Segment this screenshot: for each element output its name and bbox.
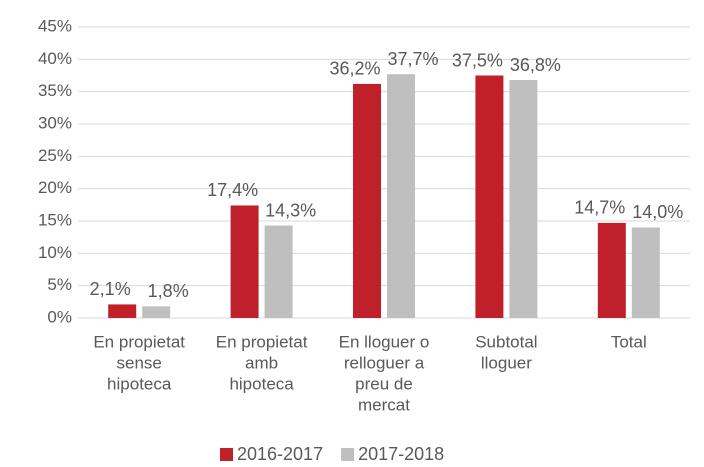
legend-label: 2016-2017 — [237, 444, 323, 464]
y-tick-label: 20% — [38, 178, 72, 197]
value-label: 37,5% — [452, 50, 503, 70]
y-tick-label: 0% — [47, 307, 72, 326]
x-tick-label: mercat — [358, 395, 410, 414]
x-tick-label: relloguer a — [344, 353, 425, 372]
value-label: 17,4% — [207, 180, 258, 200]
value-label: 2,1% — [90, 279, 131, 299]
x-tick-label: Total — [611, 332, 647, 351]
value-label: 14,0% — [632, 202, 683, 222]
bar — [353, 83, 381, 318]
y-tick-label: 10% — [38, 243, 72, 262]
bar — [264, 225, 293, 318]
x-tick-label: Subtotal — [475, 332, 537, 351]
bar — [108, 304, 137, 318]
value-label: 36,8% — [510, 55, 561, 75]
y-tick-label: 40% — [38, 49, 72, 68]
x-tick-label: amb — [245, 353, 278, 372]
x-tick-label: En propietat — [93, 332, 185, 351]
legend-label: 2017-2018 — [358, 444, 444, 464]
bar — [597, 222, 626, 318]
x-tick-label: preu de — [355, 374, 413, 393]
value-label: 36,2% — [329, 59, 380, 79]
x-tick-label: En propietat — [216, 332, 308, 351]
y-tick-label: 5% — [47, 275, 72, 294]
value-label: 14,3% — [265, 200, 316, 220]
value-label: 37,7% — [387, 49, 438, 69]
x-tick-label: sense — [117, 353, 162, 372]
x-tick-label: lloguer — [481, 353, 532, 372]
y-tick-label: 35% — [38, 81, 72, 100]
bar — [142, 306, 171, 318]
x-tick-label: hipoteca — [107, 374, 172, 393]
y-tick-label: 30% — [38, 113, 72, 132]
bar — [631, 227, 660, 318]
x-tick-label: En lloguer o — [339, 332, 430, 351]
legend-swatch — [341, 448, 355, 461]
bar — [387, 74, 415, 318]
legend-swatch — [220, 448, 233, 461]
bar — [475, 75, 504, 318]
x-tick-label: hipoteca — [229, 374, 294, 393]
y-tick-label: 45% — [38, 16, 72, 35]
y-tick-label: 25% — [38, 146, 72, 165]
value-label: 1,8% — [148, 281, 189, 301]
value-label: 14,7% — [574, 198, 625, 218]
bar — [230, 205, 259, 318]
y-tick-label: 15% — [38, 210, 72, 229]
bar — [509, 80, 538, 318]
